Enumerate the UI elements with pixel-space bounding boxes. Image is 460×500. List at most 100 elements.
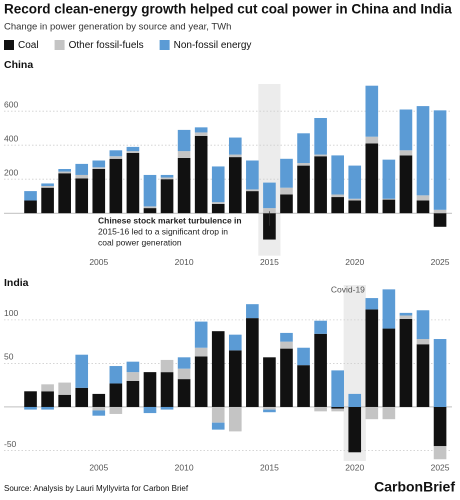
bar-segment: [194, 347, 208, 357]
bar-segment: [109, 156, 123, 159]
bar-segment: [75, 387, 89, 407]
bar-segment: [331, 197, 344, 214]
x-tick-label: 2020: [345, 257, 364, 267]
bar-segment: [382, 328, 396, 407]
bar-segment: [160, 179, 174, 214]
legend-swatch: [4, 40, 14, 50]
annotation-text: Chinese stock market turbulence in: [98, 215, 242, 225]
bar-segment: [433, 110, 447, 210]
bar-segment: [314, 156, 327, 214]
bar-segment: [160, 372, 174, 407]
bar-segment: [160, 406, 174, 410]
bar-segment: [58, 171, 71, 174]
bar-segment: [228, 406, 242, 432]
bar-segment: [228, 350, 242, 407]
annotation-text: 2015-16 led to a significant drop in: [98, 226, 228, 236]
x-tick-label: 2005: [89, 462, 108, 472]
bar-segment: [92, 393, 106, 407]
bar-segment: [348, 165, 362, 199]
bar-segment: [160, 359, 174, 373]
bar-segment: [194, 135, 208, 214]
x-tick-label: 2010: [175, 257, 194, 267]
y-tick-label: 600: [4, 99, 18, 109]
bar-segment: [211, 203, 225, 214]
bar-segment: [75, 354, 89, 388]
y-tick-label: -50: [4, 439, 17, 449]
bar-segment: [177, 357, 191, 369]
bar-segment: [365, 136, 379, 144]
bar-segment: [177, 157, 191, 214]
bar-segment: [194, 321, 208, 348]
bar-segment: [126, 151, 140, 153]
bar-segment: [58, 173, 71, 214]
x-tick-label: 2015: [260, 257, 279, 267]
bar-segment: [194, 132, 208, 136]
bar-segment: [399, 155, 413, 214]
bar-segment: [382, 198, 396, 200]
chart-title: Record clean-energy growth helped cut co…: [4, 2, 452, 17]
legend-swatch: [54, 40, 65, 50]
bar-segment: [433, 209, 447, 214]
bar-segment: [314, 333, 327, 407]
y-tick-label: 200: [4, 167, 18, 177]
annotation-text: coal power generation: [98, 237, 182, 247]
bar-segment: [297, 347, 310, 366]
bar-segment: [160, 177, 174, 180]
bar-segment: [109, 383, 123, 407]
bar-segment: [92, 167, 106, 169]
bar-segment: [399, 318, 413, 407]
bar-segment: [297, 165, 310, 214]
bar-segment: [297, 163, 310, 166]
bar-segment: [41, 384, 54, 392]
y-tick-label: 100: [4, 308, 18, 318]
bar-segment: [416, 344, 430, 407]
chart-subtitle: Change in power generation by source and…: [4, 22, 231, 33]
bar-segment: [280, 332, 293, 342]
bar-segment: [177, 129, 191, 152]
bar-segment: [314, 406, 327, 412]
x-tick-label: 2010: [175, 462, 194, 472]
y-tick-label: 50: [4, 352, 14, 362]
bar-segment: [433, 406, 447, 447]
x-tick-label: 2005: [89, 257, 108, 267]
bar-segment: [143, 372, 157, 407]
bar-segment: [263, 357, 276, 407]
bar-segment: [211, 422, 225, 430]
bar-segment: [280, 348, 293, 407]
bar-segment: [331, 155, 344, 195]
bar-segment: [75, 178, 89, 214]
bar-segment: [263, 182, 276, 209]
bar-segment: [143, 206, 157, 209]
bar-segment: [314, 118, 327, 155]
legend-swatch: [159, 40, 170, 50]
bar-segment: [331, 408, 344, 412]
bar-segment: [143, 174, 157, 207]
source: Source: Analysis by Lauri Myllyvirta for…: [4, 484, 189, 493]
bar-segment: [177, 379, 191, 407]
bar-segment: [228, 154, 242, 158]
bar-segment: [109, 158, 123, 214]
bar-segment: [246, 304, 259, 319]
bar-segment: [58, 382, 71, 395]
bar-segment: [228, 137, 242, 155]
bar-segment: [92, 406, 106, 411]
bar-segment: [211, 331, 225, 407]
bar-segment: [365, 85, 379, 137]
bar-segment: [382, 289, 396, 329]
bar-segment: [143, 406, 157, 414]
bar-segment: [263, 409, 276, 413]
bar-segment: [109, 366, 123, 384]
x-tick-label: 2015: [260, 462, 279, 472]
bar-segment: [58, 169, 71, 172]
bar-segment: [126, 146, 140, 152]
bar-segment: [399, 150, 413, 156]
bar-segment: [41, 186, 54, 188]
bar-segment: [365, 309, 379, 407]
bar-segment: [433, 213, 447, 227]
x-tick-label: 2025: [431, 257, 450, 267]
logo: CarbonBrief: [374, 479, 455, 495]
bar-segment: [263, 208, 276, 214]
bar-segment: [280, 187, 293, 195]
bar-segment: [416, 310, 430, 340]
